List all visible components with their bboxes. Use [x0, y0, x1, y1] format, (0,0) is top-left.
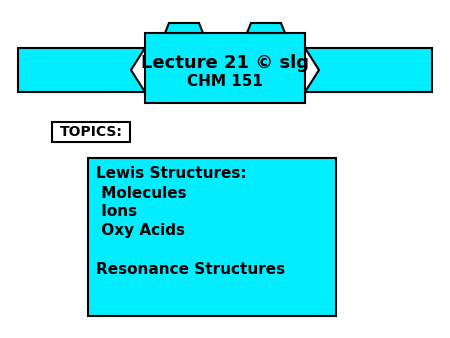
FancyBboxPatch shape — [145, 33, 305, 103]
FancyBboxPatch shape — [88, 158, 336, 316]
Text: Resonance Structures: Resonance Structures — [96, 262, 285, 276]
Text: Oxy Acids: Oxy Acids — [96, 223, 185, 239]
Polygon shape — [305, 48, 432, 92]
Text: CHM 151: CHM 151 — [187, 73, 263, 89]
Polygon shape — [247, 23, 285, 33]
Polygon shape — [18, 48, 145, 92]
Text: Lewis Structures:: Lewis Structures: — [96, 167, 247, 182]
FancyBboxPatch shape — [52, 122, 130, 142]
Text: Molecules: Molecules — [96, 186, 187, 200]
Text: Lecture 21 © slg: Lecture 21 © slg — [141, 54, 309, 72]
Text: Ions: Ions — [96, 204, 137, 219]
Polygon shape — [165, 23, 203, 33]
Text: TOPICS:: TOPICS: — [59, 125, 122, 139]
